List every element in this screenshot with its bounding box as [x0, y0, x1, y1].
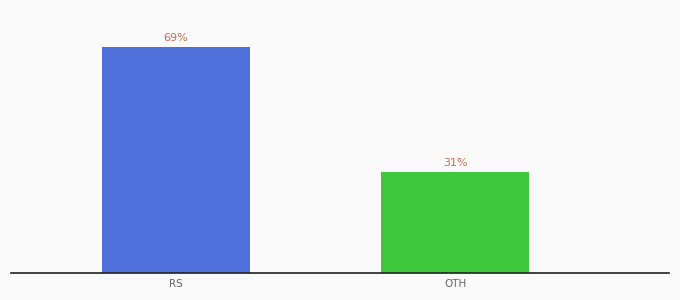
Bar	[101, 47, 250, 273]
Bar	[381, 172, 529, 273]
Text: 69%: 69%	[163, 33, 188, 43]
Text: 31%: 31%	[443, 158, 467, 168]
